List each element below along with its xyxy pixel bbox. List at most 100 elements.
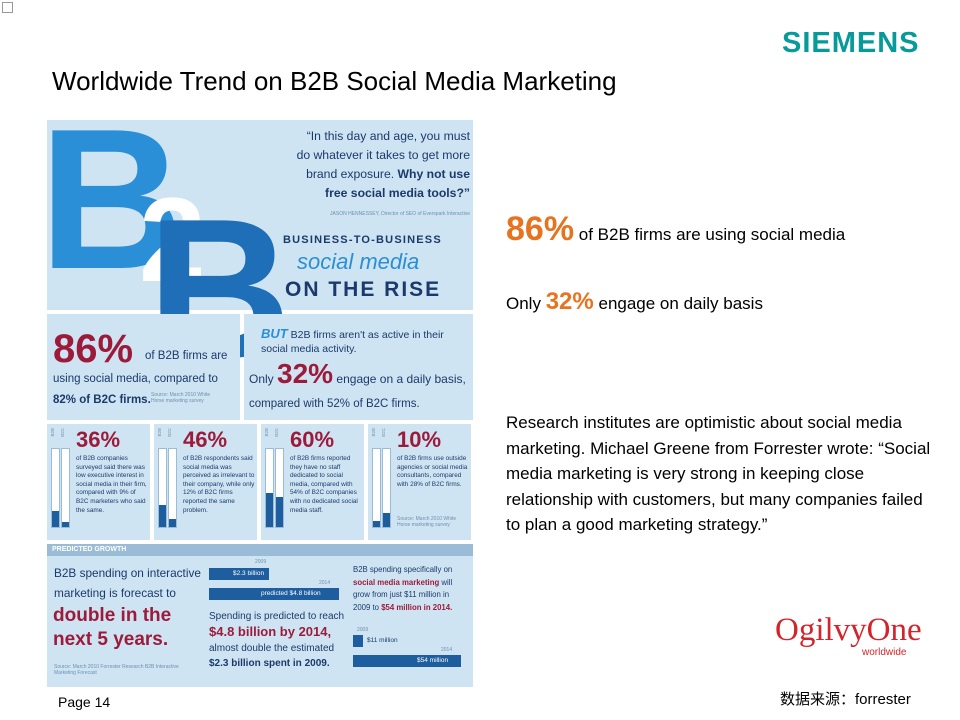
tube-fill — [62, 522, 69, 527]
quote-text: “In this day and age, you must do whatev… — [296, 129, 470, 181]
corner-icon — [2, 2, 13, 13]
chart-label: $54 million — [417, 657, 449, 664]
activity-text: BUT B2B firms aren't as active in their … — [261, 327, 461, 356]
spend-bar — [353, 635, 363, 647]
tube — [265, 448, 274, 528]
tube — [61, 448, 70, 528]
stat-text: of B2B firms use outside agencies or soc… — [397, 455, 468, 488]
hero-letter: B — [47, 120, 184, 311]
activity-text: engage on a daily basis, — [336, 372, 466, 386]
tube-fill — [383, 513, 390, 527]
stat-text: of B2B firms are using social media — [574, 225, 846, 244]
tube-fill — [159, 505, 166, 527]
usage-source: Source: March 2010 White Horse marketing… — [151, 392, 211, 404]
spend-bar — [353, 655, 461, 667]
stat-panel: B2B B2C 10% of B2B firms use outside agenci… — [368, 424, 471, 540]
ogilvy-logo: OgilvyOne — [775, 612, 922, 648]
stat-source: Source: March 2010 White Horse marketing… — [397, 516, 457, 528]
activity-prefix: Only — [249, 372, 274, 386]
chart-label: 2009 — [357, 627, 369, 633]
stat-figure: 10% — [397, 427, 442, 452]
quote-attribution: JASON HENNESSEY, Director of SEO of Ever… — [330, 211, 470, 217]
stat-panel: B2B B2C 36% of B2B companies surveyed said … — [47, 424, 150, 540]
stat-text: of B2B firms reported they have no staff… — [290, 455, 358, 514]
tube-label: B2C — [167, 428, 172, 437]
social-detail-highlight: $54 million in 2014. — [381, 602, 453, 612]
page-number: Page 14 — [58, 694, 111, 710]
infographic: B 2 B “In this day and age, you must do … — [47, 120, 473, 687]
stat-panel: B2B B2C 60% of B2B firms reported they have… — [261, 424, 364, 540]
spend-bar — [209, 588, 339, 600]
source-note: 数据来源：forrester — [780, 691, 911, 708]
stat-figure: 46% — [183, 427, 228, 452]
tube — [168, 448, 177, 528]
growth-detail-text: almost double the estimated — [209, 643, 335, 654]
activity-line: Only 32% engage on a daily basis, — [249, 358, 466, 390]
hero-subject: social media — [297, 249, 420, 274]
activity-panel — [244, 314, 473, 420]
hero-kicker: BUSINESS-TO-BUSINESS — [283, 234, 442, 246]
growth-detail-highlight: $2.3 billion spent in 2009. — [209, 658, 330, 669]
stat-prefix: Only — [506, 294, 541, 313]
usage-b2c: 82% of B2C firms. — [53, 394, 151, 406]
growth-lead: B2B spending on interactive marketing is… — [54, 566, 201, 600]
tube-label: B2B — [371, 428, 376, 437]
ogilvy-tagline: worldwide — [862, 647, 907, 658]
chart-label: predicted $4.8 billion — [261, 590, 321, 597]
spend-bar — [209, 568, 269, 580]
title: Worldwide Trend on B2B Social Media Mark… — [52, 66, 617, 96]
stat-text: engage on daily basis — [598, 294, 763, 313]
growth-source: Source: March 2010 Forrester Research B2… — [54, 664, 179, 676]
social-detail-text: B2B spending specifically on — [353, 565, 453, 574]
stat-panel: B2B B2C 46% of B2B respondents said social … — [154, 424, 257, 540]
stat-figure: 60% — [290, 427, 335, 452]
usage-panel — [47, 314, 240, 420]
hero-letter: 2 — [139, 173, 206, 307]
tube-label: B2C — [60, 428, 65, 437]
quote: “In this day and age, you must do whatev… — [292, 127, 470, 203]
tube — [382, 448, 391, 528]
tube-fill — [52, 511, 59, 527]
tube — [51, 448, 60, 528]
activity-text: B2B firms aren't as active in their soci… — [261, 329, 444, 355]
tube-fill — [276, 497, 283, 527]
tube-label: B2B — [50, 428, 55, 437]
chart-label: 2014 — [441, 647, 453, 653]
usage-text: of B2B firms are — [145, 350, 228, 362]
social-detail-highlight: social media marketing — [353, 577, 440, 587]
stat-figure: 32% — [545, 288, 594, 315]
tube-fill — [373, 521, 380, 527]
stat-figure: 36% — [76, 427, 121, 452]
tube — [158, 448, 167, 528]
activity-compare: compared with 52% of B2C firms. — [249, 398, 420, 410]
chart-label: $2.3 billion — [233, 570, 265, 577]
usage-text: using social media, compared to — [53, 373, 218, 385]
tube-label: B2C — [274, 428, 279, 437]
tube-label: B2B — [157, 428, 162, 437]
stat-figure: 86% — [506, 210, 575, 248]
chart-label: $11 million — [367, 637, 398, 644]
tube-label: B2C — [381, 428, 386, 437]
usage-figure: 86% — [53, 327, 134, 371]
hero-panel — [47, 120, 473, 310]
stat-usage: 86% of B2B firms are using social media — [506, 210, 845, 249]
growth-detail: Spending is predicted to reach $4.8 bill… — [209, 609, 349, 671]
tube — [372, 448, 381, 528]
research-paragraph: Research institutes are optimistic about… — [506, 413, 931, 534]
hero-headline: ON THE RISE — [285, 278, 442, 301]
activity-lead: BUT — [261, 326, 288, 341]
growth-detail-highlight: $4.8 billion by 2014, — [209, 624, 332, 639]
tube-label: B2B — [264, 428, 269, 437]
social-detail: B2B spending specifically on social medi… — [353, 564, 468, 614]
tube — [275, 448, 284, 528]
quote-emphasis: Why not use free social media tools?” — [325, 167, 470, 200]
stat-text: of B2B companies surveyed said there was… — [76, 455, 147, 514]
logo: SIEMENS — [782, 27, 920, 59]
stat-daily: Only 32% engage on daily basis — [506, 288, 763, 316]
growth-detail-text: Spending is predicted to reach — [209, 611, 345, 622]
growth-heading: PREDICTED GROWTH — [47, 544, 473, 556]
activity-figure: 32% — [277, 358, 334, 389]
chart-label: 2009 — [255, 559, 267, 565]
tube-fill — [266, 493, 273, 527]
